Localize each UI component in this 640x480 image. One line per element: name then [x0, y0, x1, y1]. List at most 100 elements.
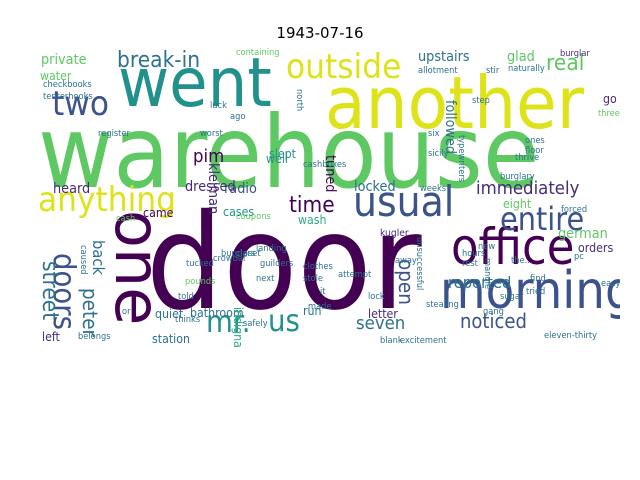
cloud-word: ago: [230, 112, 246, 122]
cloud-word: made: [308, 302, 332, 312]
cloud-word: told: [178, 292, 194, 302]
cloud-word: safely: [243, 319, 268, 329]
cloud-word: next: [256, 274, 275, 284]
cloud-word: the...: [511, 256, 533, 266]
cloud-word: private: [41, 52, 87, 68]
cloud-word: pounds: [185, 277, 216, 287]
cloud-word: burglar: [560, 49, 590, 59]
cloud-word: went: [118, 45, 272, 123]
cloud-word: warehouse: [38, 94, 540, 211]
cloud-word: find: [530, 274, 546, 284]
cloud-word: tried: [526, 287, 546, 297]
cloud-word: street: [38, 261, 62, 321]
cloud-word: kleiman: [205, 163, 221, 215]
cloud-word: luck: [210, 101, 227, 111]
cloud-word: belongs: [78, 332, 111, 342]
cloud-word: landing: [256, 244, 287, 254]
cloud-word: immediately: [476, 178, 580, 199]
cloud-word: mr.: [206, 305, 251, 340]
cloud-word: sicily: [428, 149, 449, 159]
cloud-word: german: [558, 226, 608, 242]
cloud-word: worst: [200, 129, 223, 139]
cloud-word: another: [325, 61, 585, 145]
cloud-word: thinks: [175, 315, 201, 325]
cloud-word: tenterhooks: [43, 92, 93, 102]
cloud-word: well: [266, 152, 288, 166]
cloud-word: glad: [507, 49, 535, 65]
cloud-word: eight: [503, 197, 532, 211]
cloud-word: left: [42, 330, 60, 344]
cloud-word: tucked: [186, 259, 214, 269]
cloud-word: station: [152, 332, 190, 346]
cloud-word: burglary: [500, 172, 535, 182]
cloud-word: cases: [223, 205, 255, 219]
cloud-word: entire: [500, 200, 585, 238]
cloud-word: north: [294, 89, 304, 112]
cloud-word: orders: [578, 241, 614, 255]
cloud-word: blank: [380, 336, 403, 346]
cloud-word: weeks: [420, 184, 447, 194]
cloud-word: typewriters: [456, 135, 466, 183]
cloud-word: unsuccessful: [414, 237, 424, 291]
cloud-word: usual: [353, 177, 455, 226]
cloud-word: stir: [486, 66, 500, 76]
cloud-word: clothes: [303, 262, 333, 272]
cloud-word: door: [146, 186, 422, 340]
cloud-word: caused: [78, 245, 88, 275]
cloud-word: locked: [354, 179, 396, 195]
cloud-word: upstairs: [418, 49, 470, 65]
cloud-word: us: [268, 304, 300, 339]
cloud-word: easy: [601, 279, 620, 289]
cloud-word: guilders: [260, 259, 294, 269]
cloud-word: crowbar: [213, 254, 247, 264]
cloud-word: cashboxes: [303, 160, 347, 170]
cloud-word: six: [428, 129, 440, 139]
chart-title: 1943-07-16: [276, 24, 364, 42]
cloud-word: forced: [561, 205, 588, 215]
cloud-word: away: [395, 256, 417, 266]
cloud-word: pc: [574, 252, 584, 262]
cloud-word: reported: [448, 273, 512, 292]
word-cloud: warehouse door another went one morning office…: [38, 45, 620, 348]
cloud-word: two: [52, 84, 109, 124]
cloud-word: real: [546, 51, 585, 76]
cloud-word: mangle: [482, 258, 492, 290]
cloud-word: naturally: [508, 64, 545, 74]
cloud-word: floor: [525, 146, 544, 156]
cloud-word: followed: [442, 100, 458, 155]
cloud-word: office: [451, 218, 575, 276]
cloud-word: allotment: [418, 66, 458, 76]
cloud-word: burglars: [221, 249, 256, 259]
cloud-word: letter: [368, 307, 398, 321]
cloud-word: register: [98, 129, 130, 139]
cloud-word: water: [40, 69, 72, 83]
cloud-word: attempt: [338, 270, 372, 280]
cloud-word: slept: [269, 147, 296, 161]
cloud-word: three: [598, 109, 620, 119]
cloud-word: stole: [303, 274, 324, 284]
cloud-word: bathroom: [190, 306, 244, 320]
cloud-word: go: [603, 92, 617, 106]
cloud-word: checkbooks: [43, 80, 92, 90]
cloud-word: run: [303, 304, 322, 318]
cloud-word: outside: [286, 47, 402, 87]
cloud-word: peter: [78, 288, 102, 338]
cloud-word: anything: [38, 180, 176, 220]
cloud-word: break-in: [117, 48, 201, 73]
cloud-word: or: [122, 307, 131, 317]
cloud-word: coupons: [236, 212, 271, 222]
cloud-word: rest: [462, 259, 478, 269]
cloud-word: hours: [462, 249, 486, 259]
cloud-word: morning: [440, 261, 620, 321]
cloud-word: containing: [236, 48, 280, 58]
cloud-word: ones: [525, 136, 545, 146]
cloud-word: kugler: [380, 228, 409, 239]
cloud-word: thrive: [515, 153, 540, 163]
cloud-word: radio: [224, 181, 257, 197]
cloud-word: it: [320, 287, 326, 297]
cloud-word: stealing: [426, 300, 459, 310]
cloud-word: came: [143, 206, 174, 220]
cloud-word: step: [472, 96, 490, 106]
cloud-word: cash: [116, 214, 136, 224]
cloud-word: heard: [53, 181, 91, 197]
